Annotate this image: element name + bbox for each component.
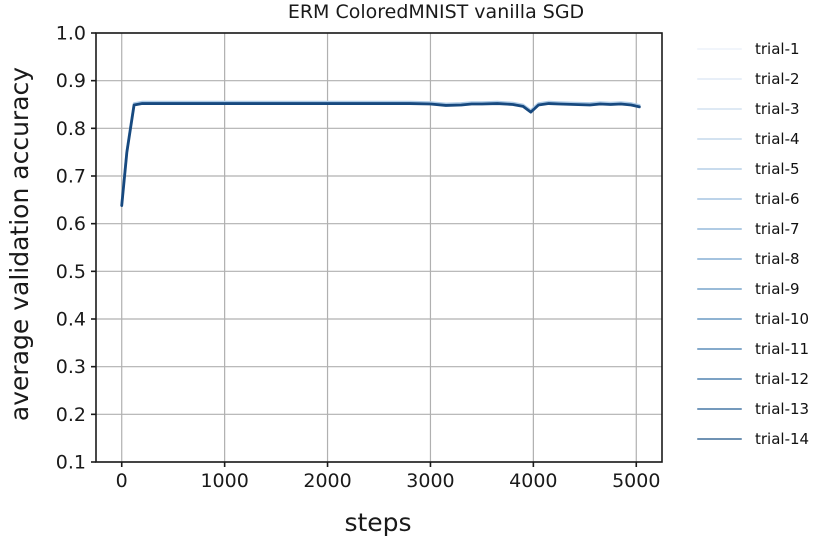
x-tick-label: 5000 (612, 470, 660, 492)
legend-label: trial-5 (755, 160, 800, 178)
legend-item: trial-9 (697, 274, 809, 304)
legend-label: trial-13 (755, 400, 810, 418)
axes-frame (95, 32, 663, 463)
y-tick-label: 0.1 (56, 452, 86, 474)
x-axis-label: steps (344, 508, 412, 537)
legend-line-swatch (697, 257, 742, 261)
legend-label: trial-14 (755, 430, 810, 448)
legend-label: trial-8 (755, 250, 800, 268)
legend-label: trial-1 (755, 40, 800, 58)
legend-line-swatch (697, 137, 742, 141)
y-tick-label: 0.4 (56, 309, 86, 331)
y-tick-label: 0.3 (56, 356, 86, 378)
legend-item: trial-1 (697, 34, 809, 64)
x-tick-label: 4000 (509, 470, 557, 492)
legend-line-swatch (697, 227, 742, 231)
legend-item: trial-5 (697, 154, 809, 184)
legend-line-swatch (697, 107, 742, 111)
legend-line-swatch (697, 197, 742, 201)
x-tick-label: 3000 (406, 470, 454, 492)
legend-label: trial-6 (755, 190, 800, 208)
legend-label: trial-7 (755, 220, 800, 238)
y-tick-label: 0.7 (56, 166, 86, 188)
legend-item: trial-12 (697, 364, 809, 394)
legend-line-swatch (697, 47, 742, 51)
legend-item: trial-10 (697, 304, 809, 334)
legend-label: trial-11 (755, 340, 810, 358)
legend-item: trial-13 (697, 394, 809, 424)
legend-line-swatch (697, 437, 742, 441)
y-tick-label: 0.2 (56, 404, 86, 426)
legend-item: trial-11 (697, 334, 809, 364)
y-tick-label: 0.6 (56, 213, 86, 235)
y-tick-label: 0.5 (56, 261, 86, 283)
legend-line-swatch (697, 287, 742, 291)
legend-line-swatch (697, 377, 742, 381)
legend-label: trial-12 (755, 370, 810, 388)
legend-line-swatch (697, 407, 742, 411)
legend-line-swatch (697, 347, 742, 351)
legend-item: trial-3 (697, 94, 809, 124)
trial-line (120, 102, 641, 207)
x-tick-label: 2000 (303, 470, 351, 492)
x-tick-label: 1000 (200, 470, 248, 492)
legend-item: trial-8 (697, 244, 809, 274)
legend-label: trial-2 (755, 70, 800, 88)
chart-title: ERM ColoredMNIST vanilla SGD (287, 1, 585, 23)
legend-item: trial-14 (697, 424, 809, 454)
y-tick-label: 0.9 (56, 70, 86, 92)
legend-label: trial-4 (755, 130, 800, 148)
legend-line-swatch (697, 77, 742, 81)
legend-label: trial-9 (755, 280, 800, 298)
y-tick-label: 1.0 (56, 23, 86, 45)
legend-item: trial-2 (697, 64, 809, 94)
trial-line-underlay (120, 100, 641, 206)
legend-label: trial-10 (755, 310, 810, 328)
x-tick-label: 0 (116, 470, 128, 492)
y-tick-label: 0.8 (56, 118, 86, 140)
legend-line-swatch (697, 167, 742, 171)
legend-item: trial-6 (697, 184, 809, 214)
legend-item: trial-4 (697, 124, 809, 154)
legend-label: trial-3 (755, 100, 800, 118)
legend-line-swatch (697, 317, 742, 321)
legend: trial-1 trial-2 trial-3 trial-4 trial-5 trial… (697, 34, 809, 454)
legend-item: trial-7 (697, 214, 809, 244)
